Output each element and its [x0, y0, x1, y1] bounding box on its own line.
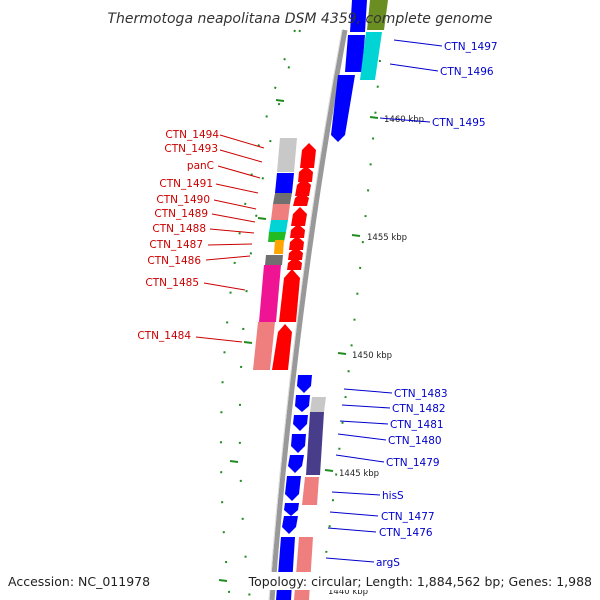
tick-mark-minor [275, 99, 285, 102]
gene-block-hiss-salmon[interactable] [302, 477, 319, 505]
tick-label-1445: 1445 kbp [339, 469, 379, 479]
gene-label-ctn1485[interactable]: CTN_1485 [145, 277, 199, 289]
gene-label-ctn1477[interactable]: CTN_1477 [381, 511, 435, 523]
gene-label-ctn1497[interactable]: CTN_1497 [444, 41, 498, 53]
guide-dots-right [319, 59, 381, 600]
gene-arrow-ctn1493[interactable] [298, 166, 313, 182]
gene-arrow-hiss[interactable] [285, 476, 301, 501]
gene-arrow-ctn1486[interactable] [287, 257, 302, 270]
gene-block-panc-blue[interactable] [275, 173, 294, 193]
tick-mark [324, 469, 334, 472]
gene-block-ctn1494-grey[interactable] [277, 138, 297, 172]
gene-block-ctn1495[interactable] [331, 75, 355, 142]
gene-arrow-ctn1487[interactable] [288, 247, 303, 260]
gene-block-ctn1486-darkgrey[interactable] [265, 255, 283, 265]
tick-mark-minor [243, 341, 253, 344]
gene-label-ctn1490[interactable]: CTN_1490 [156, 194, 210, 206]
gene-block-ctn1484-salmon[interactable] [253, 322, 275, 370]
gene-label-ctn1481[interactable]: CTN_1481 [390, 419, 444, 431]
gene-arrow-ctn1479[interactable] [288, 455, 304, 473]
gene-block-ctn1487-orange[interactable] [274, 240, 284, 254]
footer-backing-right [256, 572, 596, 590]
gene-block-ctn1488-green[interactable] [268, 232, 286, 242]
gene-block-ctn1497[interactable] [345, 35, 365, 72]
gene-arrow-ctn1489[interactable] [290, 224, 305, 238]
genome-backbone-highlight [268, 29, 343, 600]
tick-label-1450: 1450 kbp [352, 351, 392, 361]
tick-mark [337, 352, 347, 355]
gene-label-ctn1483[interactable]: CTN_1483 [394, 388, 448, 400]
gene-block-ctn1490-salmon[interactable] [271, 204, 290, 220]
gene-label-panc[interactable]: panC [187, 160, 214, 172]
gene-label-ctn1488[interactable]: CTN_1488 [152, 223, 206, 235]
gene-arrow-ctn1481[interactable] [293, 415, 308, 431]
gene-label-ctn1479[interactable]: CTN_1479 [386, 457, 440, 469]
gene-block-ctn1481-slate[interactable] [306, 412, 324, 475]
tick-label-1455: 1455 kbp [367, 233, 407, 243]
genome-backbone [269, 29, 348, 600]
map-title: Thermotoga neapolitana DSM 4359, complet… [108, 11, 493, 27]
tick-mark [369, 116, 379, 119]
gene-block-olive[interactable] [367, 0, 388, 30]
gene-label-ctn1493[interactable]: CTN_1493 [164, 143, 218, 155]
gene-label-ctn1484[interactable]: CTN_1484 [137, 330, 191, 342]
gene-arrow-ctn1494[interactable] [300, 143, 316, 168]
gene-block-top-blue[interactable] [350, 0, 367, 32]
gene-label-ctn1476[interactable]: CTN_1476 [379, 527, 433, 539]
accession-text: Accession: NC_011978 [8, 574, 150, 589]
genome-summary-text: Topology: circular; Length: 1,884,562 bp… [248, 574, 592, 589]
gene-label-ctn1495[interactable]: CTN_1495 [432, 117, 486, 129]
right-connectors [325, 39, 443, 563]
gene-label-hiss[interactable]: hisS [382, 490, 404, 502]
gene-label-ctn1496[interactable]: CTN_1496 [440, 66, 494, 78]
gene-arrow-ctn1488[interactable] [289, 236, 304, 250]
footer-backing-left [4, 572, 146, 590]
gene-label-ctn1480[interactable]: CTN_1480 [388, 435, 442, 447]
gene-block-ctn1489-cyan[interactable] [269, 220, 288, 232]
left-connectors [195, 134, 265, 343]
tick-mark [351, 234, 361, 237]
gene-label-ctn1487[interactable]: CTN_1487 [149, 239, 203, 251]
gene-label-ctn1494[interactable]: CTN_1494 [165, 129, 219, 141]
tick-mark-minor [257, 217, 267, 220]
tick-mark-minor [229, 460, 239, 463]
gene-block-ctn1491-darkgrey[interactable] [273, 193, 292, 204]
gene-label-ctn1489[interactable]: CTN_1489 [154, 208, 208, 220]
gene-arrow-ctn1480[interactable] [291, 434, 306, 453]
gene-label-ctn1486[interactable]: CTN_1486 [147, 255, 201, 267]
gene-arrow-ctn1485[interactable] [279, 269, 300, 322]
gene-block-ctn1485-magenta[interactable] [259, 265, 281, 322]
gene-arrow-panc[interactable] [295, 178, 311, 196]
gene-label-args[interactable]: argS [376, 557, 400, 569]
gene-block-ctn1482-grey[interactable] [310, 397, 326, 412]
tick-mark-minor [218, 579, 228, 582]
gene-arrow-ctn1484[interactable] [272, 324, 292, 370]
gene-label-ctn1482[interactable]: CTN_1482 [392, 403, 446, 415]
tick-label-1440: 1440 kbp [328, 587, 368, 597]
gene-label-ctn1491[interactable]: CTN_1491 [159, 178, 213, 190]
gene-arrow-ctn1483[interactable] [297, 375, 312, 393]
gene-block-args-salmon[interactable] [294, 537, 313, 600]
gene-block-ctn1496-cyan[interactable] [360, 32, 382, 80]
gene-arrow-ctn1490[interactable] [291, 207, 307, 226]
gene-arrow-ctn1491[interactable] [293, 192, 309, 206]
gene-arrow-ctn1477[interactable] [284, 503, 299, 516]
gene-arrow-ctn1482[interactable] [295, 395, 310, 412]
gene-arrow-ctn1476[interactable] [282, 516, 298, 534]
